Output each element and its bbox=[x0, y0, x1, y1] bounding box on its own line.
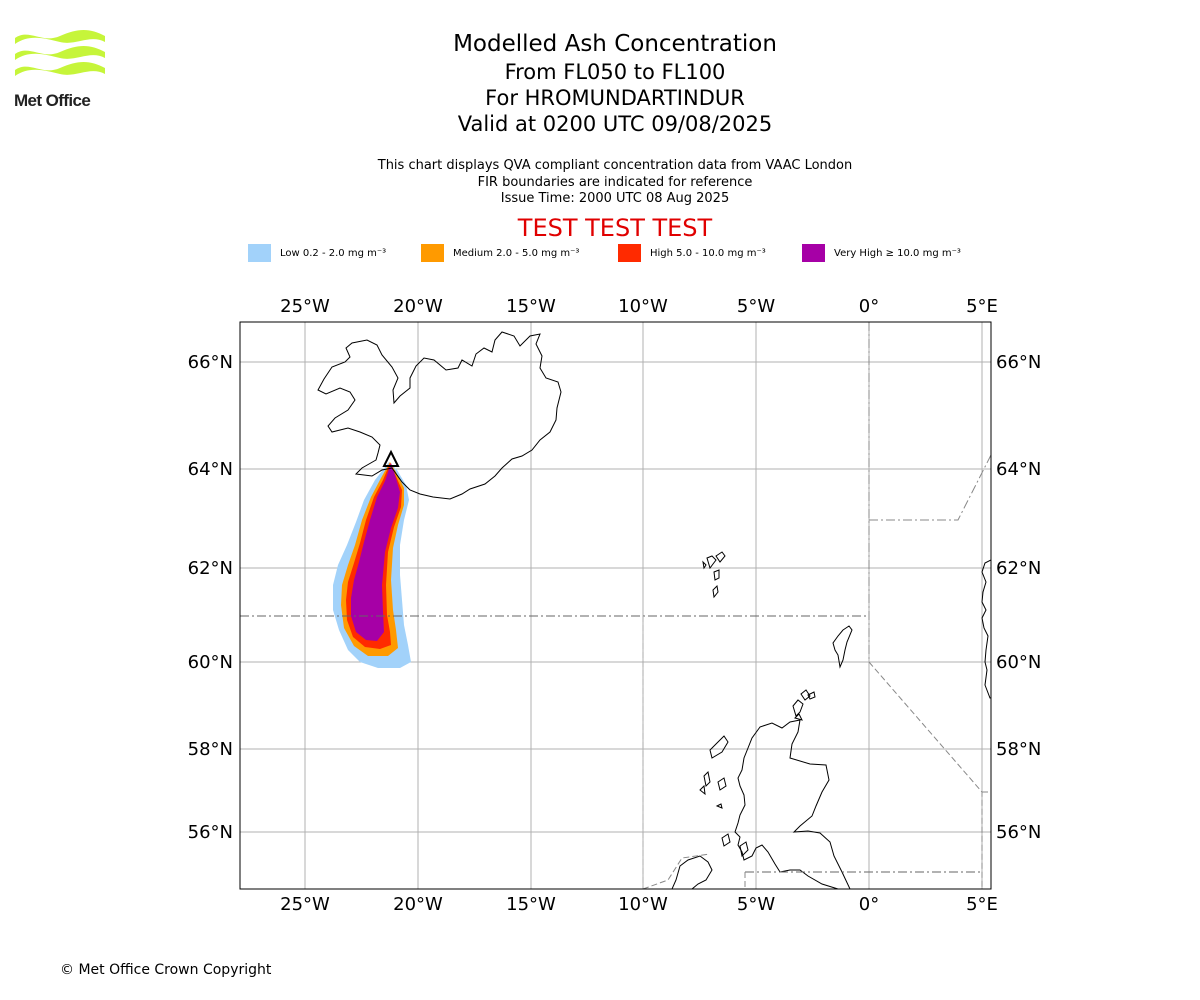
map-frame bbox=[239, 321, 992, 890]
coastline-faroe bbox=[702, 551, 726, 599]
lat-tick-left: 64°N bbox=[188, 459, 233, 480]
wave-logo-icon bbox=[15, 30, 105, 76]
lat-tick-left: 56°N bbox=[188, 822, 233, 843]
met-office-logo: Met Office bbox=[14, 30, 114, 112]
legend-swatch-low bbox=[248, 244, 271, 262]
fir-boundary-north bbox=[869, 454, 991, 521]
legend: Low 0.2 - 2.0 mg m⁻³ Medium 2.0 - 5.0 mg… bbox=[0, 244, 1200, 264]
legend-label-low: Low 0.2 - 2.0 mg m⁻³ bbox=[280, 247, 387, 259]
coastlines bbox=[317, 331, 991, 889]
legend-item-low: Low 0.2 - 2.0 mg m⁻³ bbox=[248, 244, 386, 262]
legend-label-very-high: Very High ≥ 10.0 mg m⁻³ bbox=[834, 247, 961, 259]
lon-tick-bottom: 5°W bbox=[737, 894, 775, 915]
copyright: © Met Office Crown Copyright bbox=[60, 962, 272, 978]
valid-time: Valid at 0200 UTC 09/08/2025 bbox=[457, 112, 773, 136]
info-line-source: This chart displays QVA compliant concen… bbox=[377, 158, 853, 173]
flight-levels: From FL050 to FL100 bbox=[504, 60, 726, 84]
lon-tick-top: 5°W bbox=[737, 296, 775, 317]
lat-tick-right: 66°N bbox=[996, 352, 1041, 373]
lat-tick-right: 60°N bbox=[996, 652, 1041, 673]
legend-item-very-high: Very High ≥ 10.0 mg m⁻³ bbox=[802, 244, 961, 262]
lat-tick-right: 64°N bbox=[996, 459, 1041, 480]
coastline-hebrides bbox=[699, 735, 749, 858]
ash-plume bbox=[333, 462, 411, 668]
lon-tick-bottom: 25°W bbox=[280, 894, 330, 915]
lon-tick-top: 0° bbox=[859, 296, 879, 317]
lon-tick-top: 5°E bbox=[966, 296, 998, 317]
lon-tick-bottom: 0° bbox=[859, 894, 879, 915]
coastline-shetland bbox=[832, 625, 853, 669]
legend-swatch-very-high bbox=[802, 244, 825, 262]
lat-tick-left: 60°N bbox=[188, 652, 233, 673]
lon-tick-top: 20°W bbox=[393, 296, 443, 317]
lon-tick-top: 25°W bbox=[280, 296, 330, 317]
fir-boundaries bbox=[240, 322, 991, 889]
ash-zone-very-high bbox=[351, 463, 400, 641]
coastline-orkney bbox=[792, 689, 816, 721]
info-block: This chart displays QVA compliant concen… bbox=[315, 158, 915, 208]
fir-boundary-ireland bbox=[642, 853, 711, 889]
coastline-norway bbox=[981, 559, 991, 699]
legend-item-high: High 5.0 - 10.0 mg m⁻³ bbox=[618, 244, 766, 262]
lon-tick-top: 10°W bbox=[618, 296, 668, 317]
lon-tick-bottom: 5°E bbox=[966, 894, 998, 915]
lat-tick-right: 56°N bbox=[996, 822, 1041, 843]
gridlines bbox=[240, 322, 991, 889]
lon-tick-bottom: 15°W bbox=[506, 894, 556, 915]
lon-tick-top: 15°W bbox=[506, 296, 556, 317]
legend-swatch-high bbox=[618, 244, 641, 262]
legend-label-high: High 5.0 - 10.0 mg m⁻³ bbox=[650, 247, 766, 259]
fir-boundary-southeast bbox=[868, 661, 983, 889]
lat-tick-left: 66°N bbox=[188, 352, 233, 373]
legend-item-medium: Medium 2.0 - 5.0 mg m⁻³ bbox=[421, 244, 579, 262]
lon-tick-bottom: 10°W bbox=[618, 894, 668, 915]
coastline-iceland bbox=[317, 331, 562, 500]
legend-label-medium: Medium 2.0 - 5.0 mg m⁻³ bbox=[453, 247, 580, 259]
volcano-name: For HROMUNDARTINDUR bbox=[485, 86, 745, 110]
coastline-scotland bbox=[734, 719, 851, 889]
legend-swatch-medium bbox=[421, 244, 444, 262]
volcano-triangle-icon bbox=[382, 449, 400, 467]
chart-title: Modelled Ash Concentration bbox=[453, 31, 777, 57]
title-block: Modelled Ash Concentration From FL050 to… bbox=[315, 30, 915, 137]
logo-text: Met Office bbox=[14, 91, 91, 110]
lat-tick-right: 58°N bbox=[996, 739, 1041, 760]
lat-tick-left: 58°N bbox=[188, 739, 233, 760]
lon-tick-bottom: 20°W bbox=[393, 894, 443, 915]
lat-tick-left: 62°N bbox=[188, 558, 233, 579]
info-line-fir: FIR boundaries are indicated for referen… bbox=[477, 174, 753, 190]
tick-labels: 25°W 20°W 15°W 10°W 5°W 0° 5°E 25°W 20°W… bbox=[188, 296, 1042, 915]
lat-tick-right: 62°N bbox=[996, 558, 1041, 579]
info-line-issue: Issue Time: 2000 UTC 08 Aug 2025 bbox=[500, 191, 730, 206]
test-banner: TEST TEST TEST bbox=[517, 214, 713, 242]
map-content bbox=[240, 322, 991, 889]
coastline-ireland bbox=[671, 855, 713, 889]
